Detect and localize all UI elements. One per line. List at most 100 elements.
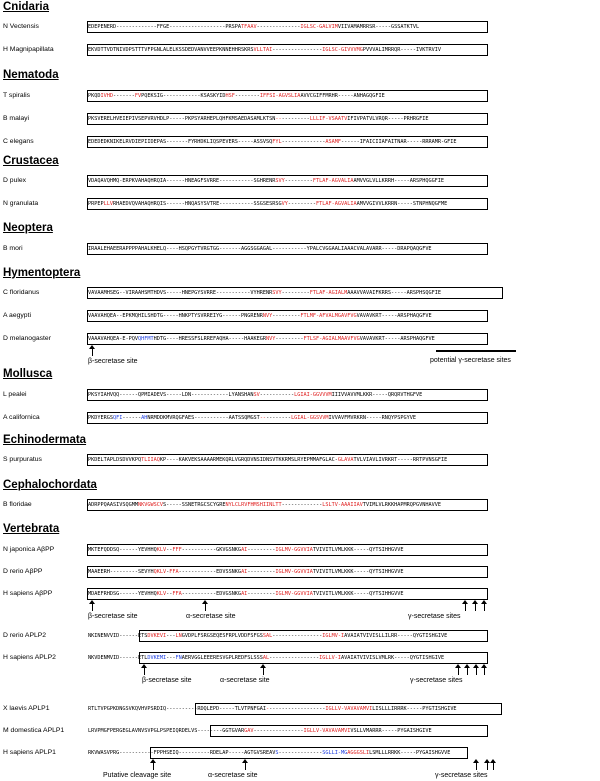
sequence-segment: FN	[175, 655, 182, 661]
sequence-segment: ----------------	[272, 633, 323, 639]
sequence-segment: PRPEP	[88, 201, 104, 207]
sequence-segment: TVIVITLVMLKKK-----QYTSIHHGVVE	[312, 569, 404, 575]
alpha-secretase-label: α-secretase site	[208, 772, 258, 779]
species-label: A californica	[3, 414, 40, 421]
sequence-segment: ASAMF	[325, 139, 341, 145]
group-heading-mollusca: Mollusca	[3, 368, 53, 380]
potential-gamma-label: potential γ-secretase sites	[430, 357, 511, 364]
sequence-segment: VAVAVKRT-----ARSPHAQGFVE	[356, 313, 432, 319]
sequence-segment: ---------	[287, 201, 317, 207]
sequence-segment: TVIMLVLRKKHAPMRQPGVNHAVVE	[362, 502, 441, 508]
alignment-box	[87, 198, 488, 210]
sequence-segment: LGIAI-GGVVVM	[294, 392, 332, 398]
alpha-secretase-label: α-secretase site	[220, 677, 270, 684]
sequence-segment: ---	[166, 633, 176, 639]
sequence-segment: -------------	[281, 502, 323, 508]
sequence-segment: ---	[166, 655, 176, 661]
sequence-row: PKQDIVHD-------FVPQEKSIG------------KSAS…	[88, 92, 385, 100]
sequence-segment: VLLTAI	[253, 47, 273, 53]
species-label: N granulata	[3, 200, 39, 207]
group-heading-cephalochordata: Cephalochordata	[3, 479, 97, 491]
sequence-segment: IVHD	[100, 93, 114, 99]
sequence-segment: --	[259, 415, 267, 421]
sequence-segment: ---------	[281, 290, 310, 296]
alignment-box	[87, 412, 488, 424]
sequence-segment: AL	[262, 655, 270, 661]
species-label: D melanogaster	[3, 335, 51, 342]
group-heading-nematoda: Nematoda	[3, 69, 59, 81]
alignment-box	[87, 90, 488, 102]
sequence-segment: AAAVVAVA	[347, 290, 373, 296]
sequence-segment: -----------EDVGSNKG	[181, 591, 242, 597]
sequence-segment: IGLSC-GALVIM	[300, 24, 338, 30]
sequence-row: PKSVERELHVEIEPIVSEPVRVHDLP-----PKPSYARHE…	[88, 115, 428, 123]
sequence-segment: ADRPPQAASIVSQGMM	[88, 502, 138, 508]
sequence-segment: QFI	[113, 415, 123, 421]
sequence-segment: FFA	[169, 569, 179, 575]
sequence-segment: ----------------	[272, 47, 323, 53]
sequence-row: RTLTVPGPKDNGSVKQVHVPSRDIQ----------RDQLE…	[88, 705, 457, 713]
species-label: S purpuratus	[3, 456, 42, 463]
sequence-segment: ----------------	[253, 728, 304, 734]
sequence-segment: DVKEVI	[147, 633, 167, 639]
sequence-segment: PKSVERELHVEIEPIVSEPVRVHDLP-----PKPSYARHE…	[88, 116, 276, 122]
sequence-segment: IGLMV-I	[322, 633, 345, 639]
sequence-segment: ---------	[275, 336, 304, 342]
sequence-segment: AGGGSLI	[347, 750, 370, 756]
sequence-row: VAAVAHQEA--EPKMQHILSHDTG-----HNKPTYSVRRE…	[88, 312, 432, 320]
species-label: N japonica AβPP	[3, 546, 55, 553]
sequence-segment: DVKEMI	[147, 655, 167, 661]
alignment-box	[87, 566, 488, 578]
group-heading-neoptera: Neoptera	[3, 222, 53, 234]
sequence-segment: IGLMV-GGVVIA	[275, 591, 313, 597]
species-label: B mori	[3, 245, 23, 252]
sequence-segment: IGLMV-GGVVIA	[275, 569, 313, 575]
sequence-segment: ---------	[247, 547, 276, 553]
sequence-segment: --------	[234, 93, 260, 99]
species-label: H sapiens APLP1	[3, 749, 56, 756]
sequence-segment: ------	[122, 415, 142, 421]
sequence-row: VAVAAMHSEG--VIRAAHSMTHDVS-----HNEPGYSVRR…	[88, 289, 441, 297]
sequence-segment: EDEPENERD-------------FFGE--------------…	[88, 24, 242, 30]
sequence-segment: SRDIQ----------RDQLEPD-----TLVTPNFGAI	[150, 706, 267, 712]
sequence-segment: LLLIF-VSAATV	[309, 116, 348, 122]
species-label: B malayi	[3, 115, 30, 122]
sequence-segment: LGIAL-GGSVVM	[291, 415, 329, 421]
sequence-segment: FTLAF-AGVALIA	[312, 178, 354, 184]
sequence-segment: ------------------	[269, 706, 326, 712]
alpha-secretase-label: α-secretase site	[186, 613, 236, 620]
sequence-segment: --------------	[278, 750, 323, 756]
group-heading-cnidaria: Cnidaria	[3, 1, 50, 13]
sequence-segment: ---------	[281, 116, 310, 122]
alignment-box	[195, 703, 502, 715]
sequence-segment: HDTG----HRESSFSLRREFAQHA-----HAAKEGR	[153, 336, 267, 342]
species-label: D rerio APLP2	[3, 632, 47, 639]
sequence-row: EKVDTTVDTNIVDPSTTTVFPGNLALELKSSDEDVANVVE…	[88, 46, 441, 54]
alignment-box	[87, 287, 503, 299]
sequence-segment: AVAIATVIVISLVMLRK-----QYGTISHGIVE	[341, 655, 445, 661]
sequence-segment: FYL	[272, 139, 282, 145]
sequence-segment: --------	[266, 415, 292, 421]
alignment-box	[87, 136, 488, 148]
species-label: H sapiens AβPP	[3, 590, 53, 597]
sequence-segment: -----------GKVGSNKG	[181, 547, 242, 553]
species-label: D rerio AβPP	[3, 568, 43, 575]
sequence-segment: IVVAVFMVRKRN-----RNQYPSPGYVE	[328, 415, 416, 421]
sequence-segment: VSLLVMARRR-----PYGAISHGIVE	[350, 728, 432, 734]
sequence-segment: --	[166, 547, 173, 553]
sequence-row: NKVDENMVID------ETLDVKEMI---FNAERVGGLEEE…	[88, 654, 444, 662]
sequence-segment: TLIIAQ	[141, 457, 160, 463]
alignment-box	[87, 175, 488, 187]
sequence-segment: -------	[113, 93, 135, 99]
sequence-segment: IIIVVAVVMLKKR-----QRQRVTHGFVE	[331, 392, 423, 398]
sequence-segment: AI	[241, 591, 248, 597]
sequence-segment: VAVAVKRT-----ARSPHAQGFVE	[359, 336, 435, 342]
sequence-segment: NRMDDKMVRQGFAES-----------AATSSQMGST	[147, 415, 260, 421]
sequence-row: VDAQAVQHMQ-ERPKVAHAQHRQIA------HNEAGFSVR…	[88, 177, 444, 185]
sequence-segment: --	[166, 591, 173, 597]
sequence-row: VAAAVAHQEA-E-PQVQHFMTHDTG----HRESSFSLRRE…	[88, 335, 435, 343]
sequence-segment: IRAALEHAEERAPPPPAHALKHELQ----HSQPGYTVRGT…	[88, 246, 348, 252]
sequence-row: IRAALEHAEERAPPPPAHALKHELQ----HSQPGYTVRGT…	[88, 245, 432, 253]
sequence-segment: AERVGGLEEERESVGPLREDFSLSSS	[181, 655, 263, 661]
gamma-secretase-label: γ-secretase sites	[410, 677, 463, 684]
